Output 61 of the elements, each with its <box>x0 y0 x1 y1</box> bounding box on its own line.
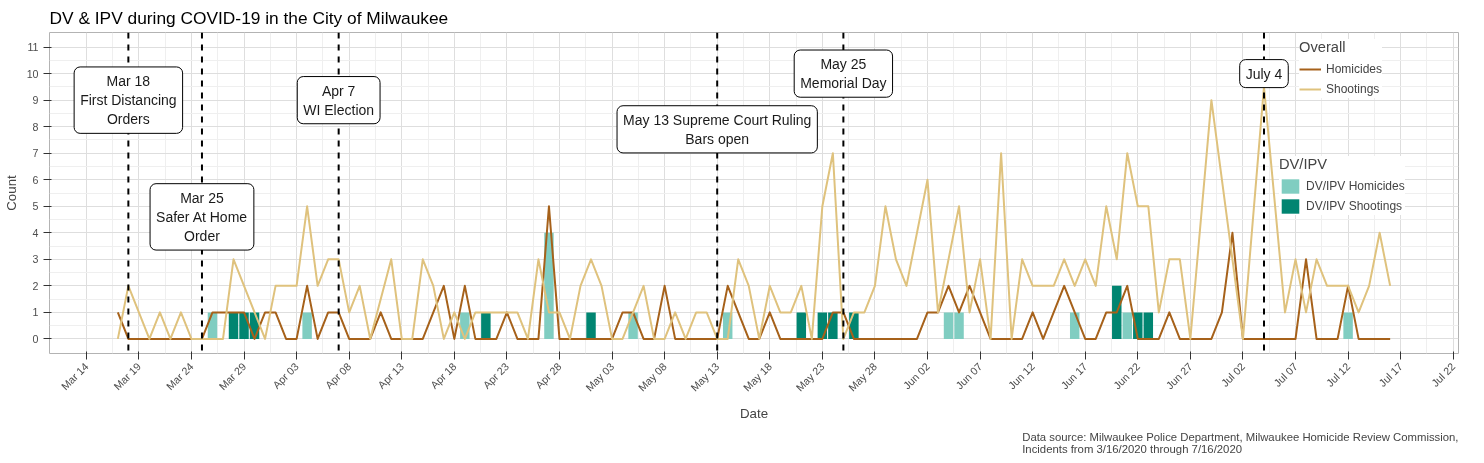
ref-line-label: Mar 18 First Distancing Orders <box>80 72 177 128</box>
ref-line-label: May 25 Memorial Day <box>800 56 887 92</box>
source-note: Data source: Milwaukee Police Department, Milwaukee Homicide Review Commission, Incidents from 3/16/2020 through 7/16/2020 <box>1022 430 1459 455</box>
y-tick-label: 10 <box>26 67 39 80</box>
y-tick-label: 5 <box>32 200 39 213</box>
legend-label: Homicides <box>1326 61 1383 77</box>
legend-label: Shootings <box>1326 81 1380 97</box>
x-tick-label: Apr 03 <box>270 360 301 391</box>
text: DV/IPV <box>1279 156 1328 172</box>
y-axis-title: Count <box>3 174 19 211</box>
x-tick-label: May 23 <box>793 360 827 394</box>
x-tick-label: Apr 13 <box>375 360 407 391</box>
bar <box>586 312 596 339</box>
x-tick-label: May 18 <box>740 360 775 394</box>
ref-line-label: July 4 <box>1245 65 1283 82</box>
ref-line-label: Mar 25 Safer At Home Order <box>156 189 248 245</box>
bar <box>302 312 312 339</box>
legend-label: DV/IPV Shootings <box>1306 198 1403 214</box>
ref-line-label: May 13 Supreme Court Ruling Bars open <box>623 111 812 147</box>
x-axis-title: Date <box>739 405 769 421</box>
text: Overall <box>1299 39 1346 55</box>
x-tick-label: Apr 23 <box>480 360 512 391</box>
x-tick-label: Mar 14 <box>58 360 91 393</box>
bar <box>481 312 491 339</box>
y-tick-label: 11 <box>27 41 39 54</box>
y-tick-label: 8 <box>32 120 39 133</box>
x-tick-label: Mar 29 <box>216 360 249 393</box>
x-tick-label: Jun 17 <box>1058 360 1090 392</box>
y-tick-label: 9 <box>32 94 39 107</box>
y-tick-label: 7 <box>32 147 39 160</box>
x-tick-label: May 08 <box>635 360 669 394</box>
x-tick-label: Jul 22 <box>1428 360 1458 389</box>
y-tick-label: 1 <box>32 306 39 319</box>
x-tick-label: Jul 07 <box>1271 360 1300 389</box>
bar <box>1343 312 1353 339</box>
bar <box>796 312 807 339</box>
y-tick-label: 0 <box>32 332 39 345</box>
x-tick-label: Jul 02 <box>1218 360 1248 389</box>
x-tick-label: Apr 28 <box>533 360 564 391</box>
x-tick-label: Jun 27 <box>1163 360 1195 392</box>
chart-title: DV & IPV during COVID-19 in the City of Milwaukee <box>49 7 449 28</box>
legend-label: DV/IPV Homicides <box>1306 178 1405 194</box>
y-tick-label: 4 <box>32 226 39 239</box>
x-tick-label: Jul 12 <box>1323 360 1353 389</box>
x-tick-label: May 03 <box>583 360 617 394</box>
ref-line-label: Apr 7 WI Election <box>303 82 375 118</box>
x-tick-label: Apr 18 <box>427 360 459 391</box>
x-tick-label: May 13 <box>688 360 722 394</box>
bar <box>1122 312 1133 339</box>
y-tick-label: 2 <box>32 279 39 292</box>
x-tick-label: May 28 <box>845 360 880 394</box>
x-tick-label: Jun 12 <box>1005 360 1037 392</box>
x-tick-label: Jul 17 <box>1376 360 1405 389</box>
y-tick-label: 6 <box>32 173 39 186</box>
x-tick-label: Jun 07 <box>953 360 985 392</box>
x-tick-label: Jun 02 <box>900 360 932 392</box>
x-tick-label: Mar 24 <box>163 360 196 393</box>
x-tick-label: Mar 19 <box>111 360 144 393</box>
y-tick-label: 3 <box>32 253 39 266</box>
x-tick-label: Jun 22 <box>1110 360 1143 392</box>
x-tick-label: Apr 08 <box>322 360 354 391</box>
